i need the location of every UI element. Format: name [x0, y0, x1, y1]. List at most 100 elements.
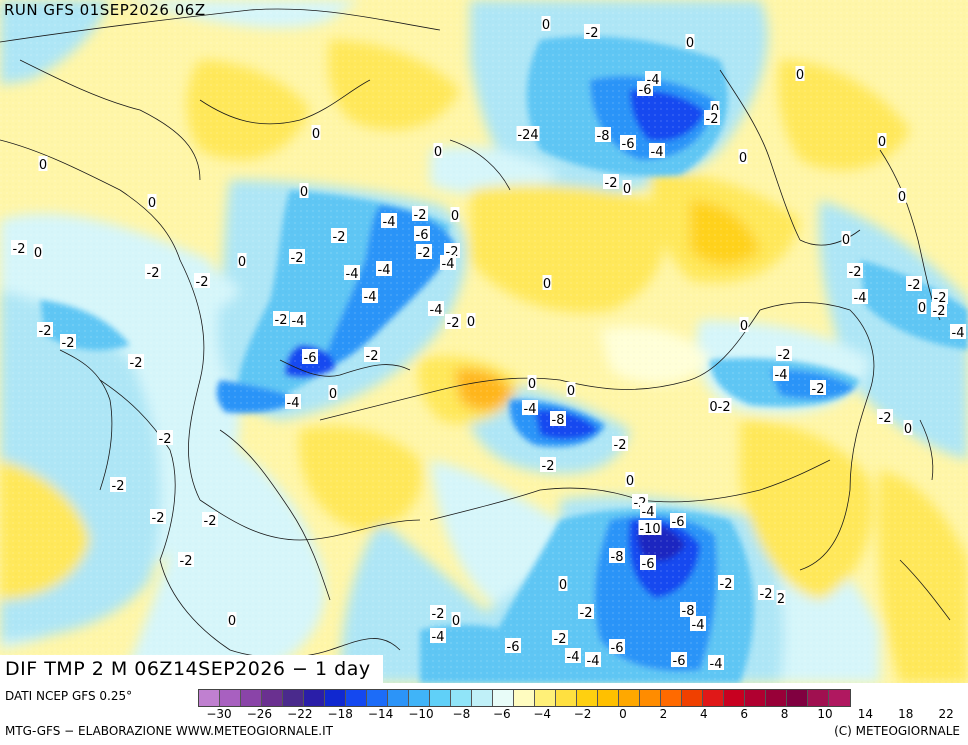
legend-tick-label: 14	[857, 707, 874, 721]
value-label-background	[680, 602, 696, 617]
legend-tick-label: −14	[367, 707, 394, 721]
anomaly-value-label: -8	[682, 604, 695, 619]
color-scale-legend	[198, 689, 851, 707]
value-label-background	[622, 180, 632, 195]
value-label-background	[540, 457, 556, 472]
value-label-background	[609, 548, 625, 563]
anomaly-value-label: -2	[542, 459, 555, 474]
anomaly-value-label: 0	[740, 319, 748, 334]
value-label-background	[932, 289, 948, 304]
boundary-line	[179, 259, 205, 501]
legend-swatch	[430, 690, 451, 706]
legend-swatch	[409, 690, 430, 706]
anomaly-value-label: -2	[152, 511, 165, 526]
value-label-background	[440, 255, 456, 270]
value-label-background	[595, 127, 611, 142]
legend-tick-label: −18	[327, 707, 353, 721]
value-label-background	[671, 652, 687, 667]
legend-swatch	[451, 690, 472, 706]
value-label-background	[625, 472, 635, 487]
anomaly-value-label: 0-2	[709, 400, 730, 415]
legend-tick-label: −8	[452, 707, 471, 721]
boundary-line	[219, 429, 331, 601]
value-label-background	[609, 639, 625, 654]
anomaly-value-label: 0	[739, 151, 747, 166]
anomaly-value-label: -4	[430, 303, 443, 318]
anomaly-value-label: -2	[933, 304, 946, 319]
value-label-background	[620, 135, 636, 150]
anomaly-value-label: 0	[686, 36, 694, 51]
anomaly-value-label: 0	[904, 422, 912, 437]
boundary-line	[449, 139, 511, 191]
value-label-background	[11, 240, 27, 255]
legend-swatch	[304, 690, 325, 706]
value-label-background	[690, 616, 706, 631]
anomaly-value-label: -6	[507, 640, 520, 655]
anomaly-value-label: 0	[918, 301, 926, 316]
boundary-line	[799, 389, 871, 571]
legend-tick-label: 2	[659, 707, 668, 721]
value-label-background	[376, 261, 392, 276]
value-label-background	[708, 655, 724, 670]
legend-tick-label: 8	[780, 707, 789, 721]
anomaly-value-label: 2	[777, 592, 785, 607]
value-label-background	[640, 503, 656, 518]
value-label-background	[795, 66, 805, 81]
value-label-background	[433, 143, 443, 158]
legend-swatch	[640, 690, 661, 706]
anomaly-value-label: -4	[710, 657, 723, 672]
value-label-background	[917, 299, 927, 314]
legend-swatch	[787, 690, 808, 706]
value-label-background	[505, 638, 521, 653]
anomaly-value-label: -2	[580, 606, 593, 621]
value-label-background	[451, 612, 461, 627]
legend-tick-label: 0	[619, 707, 627, 721]
legend-swatch	[220, 690, 241, 706]
anomaly-value-label: -2	[720, 577, 733, 592]
anomaly-value-label: -4	[346, 267, 359, 282]
legend-tick-label: −22	[287, 707, 313, 721]
legend-swatch	[367, 690, 388, 706]
anomaly-value-label: -2	[908, 278, 921, 293]
anomaly-value-label: -2	[614, 438, 627, 453]
value-label-background	[578, 604, 594, 619]
anomaly-value-label: -2	[291, 251, 304, 266]
value-label-background	[710, 101, 720, 116]
anomaly-value-label: -24	[517, 128, 538, 143]
anomaly-value-label: 0	[39, 158, 47, 173]
legend-swatch	[577, 690, 598, 706]
value-label-background	[227, 612, 237, 627]
value-label-background	[877, 133, 887, 148]
value-label-background	[178, 552, 194, 567]
value-label-background	[110, 477, 126, 492]
anomaly-value-label: -4	[775, 368, 788, 383]
value-label-background	[37, 322, 53, 337]
anomaly-value-label: 0	[626, 474, 634, 489]
anomaly-value-label: 0	[228, 614, 236, 629]
legend-swatch	[829, 690, 850, 706]
legend-tick-label: 4	[699, 707, 708, 721]
legend-swatch	[493, 690, 514, 706]
value-label-background	[430, 605, 446, 620]
anomaly-value-label: -4	[854, 291, 867, 306]
anomaly-value-label: -4	[567, 650, 580, 665]
boundary-line	[0, 8, 441, 43]
anomaly-value-label: -2	[147, 266, 160, 281]
anomaly-value-label: -6	[639, 83, 652, 98]
anomaly-value-label: -2	[333, 230, 346, 245]
legend-tick-label: 18	[898, 707, 914, 721]
value-label-background	[903, 420, 913, 435]
legend-swatch	[346, 690, 367, 706]
anomaly-value-label: -8	[597, 129, 610, 144]
anomaly-value-label: 0	[434, 145, 442, 160]
value-label-background	[637, 81, 653, 96]
boundary-line	[719, 69, 801, 241]
boundary-line	[899, 559, 951, 621]
value-label-background	[542, 275, 552, 290]
value-label-background	[444, 243, 460, 258]
anomaly-value-label: -4	[952, 326, 965, 341]
value-label-background	[670, 513, 686, 528]
legend-swatch	[199, 690, 220, 706]
value-label-background	[558, 576, 568, 591]
value-label-background	[289, 249, 305, 264]
